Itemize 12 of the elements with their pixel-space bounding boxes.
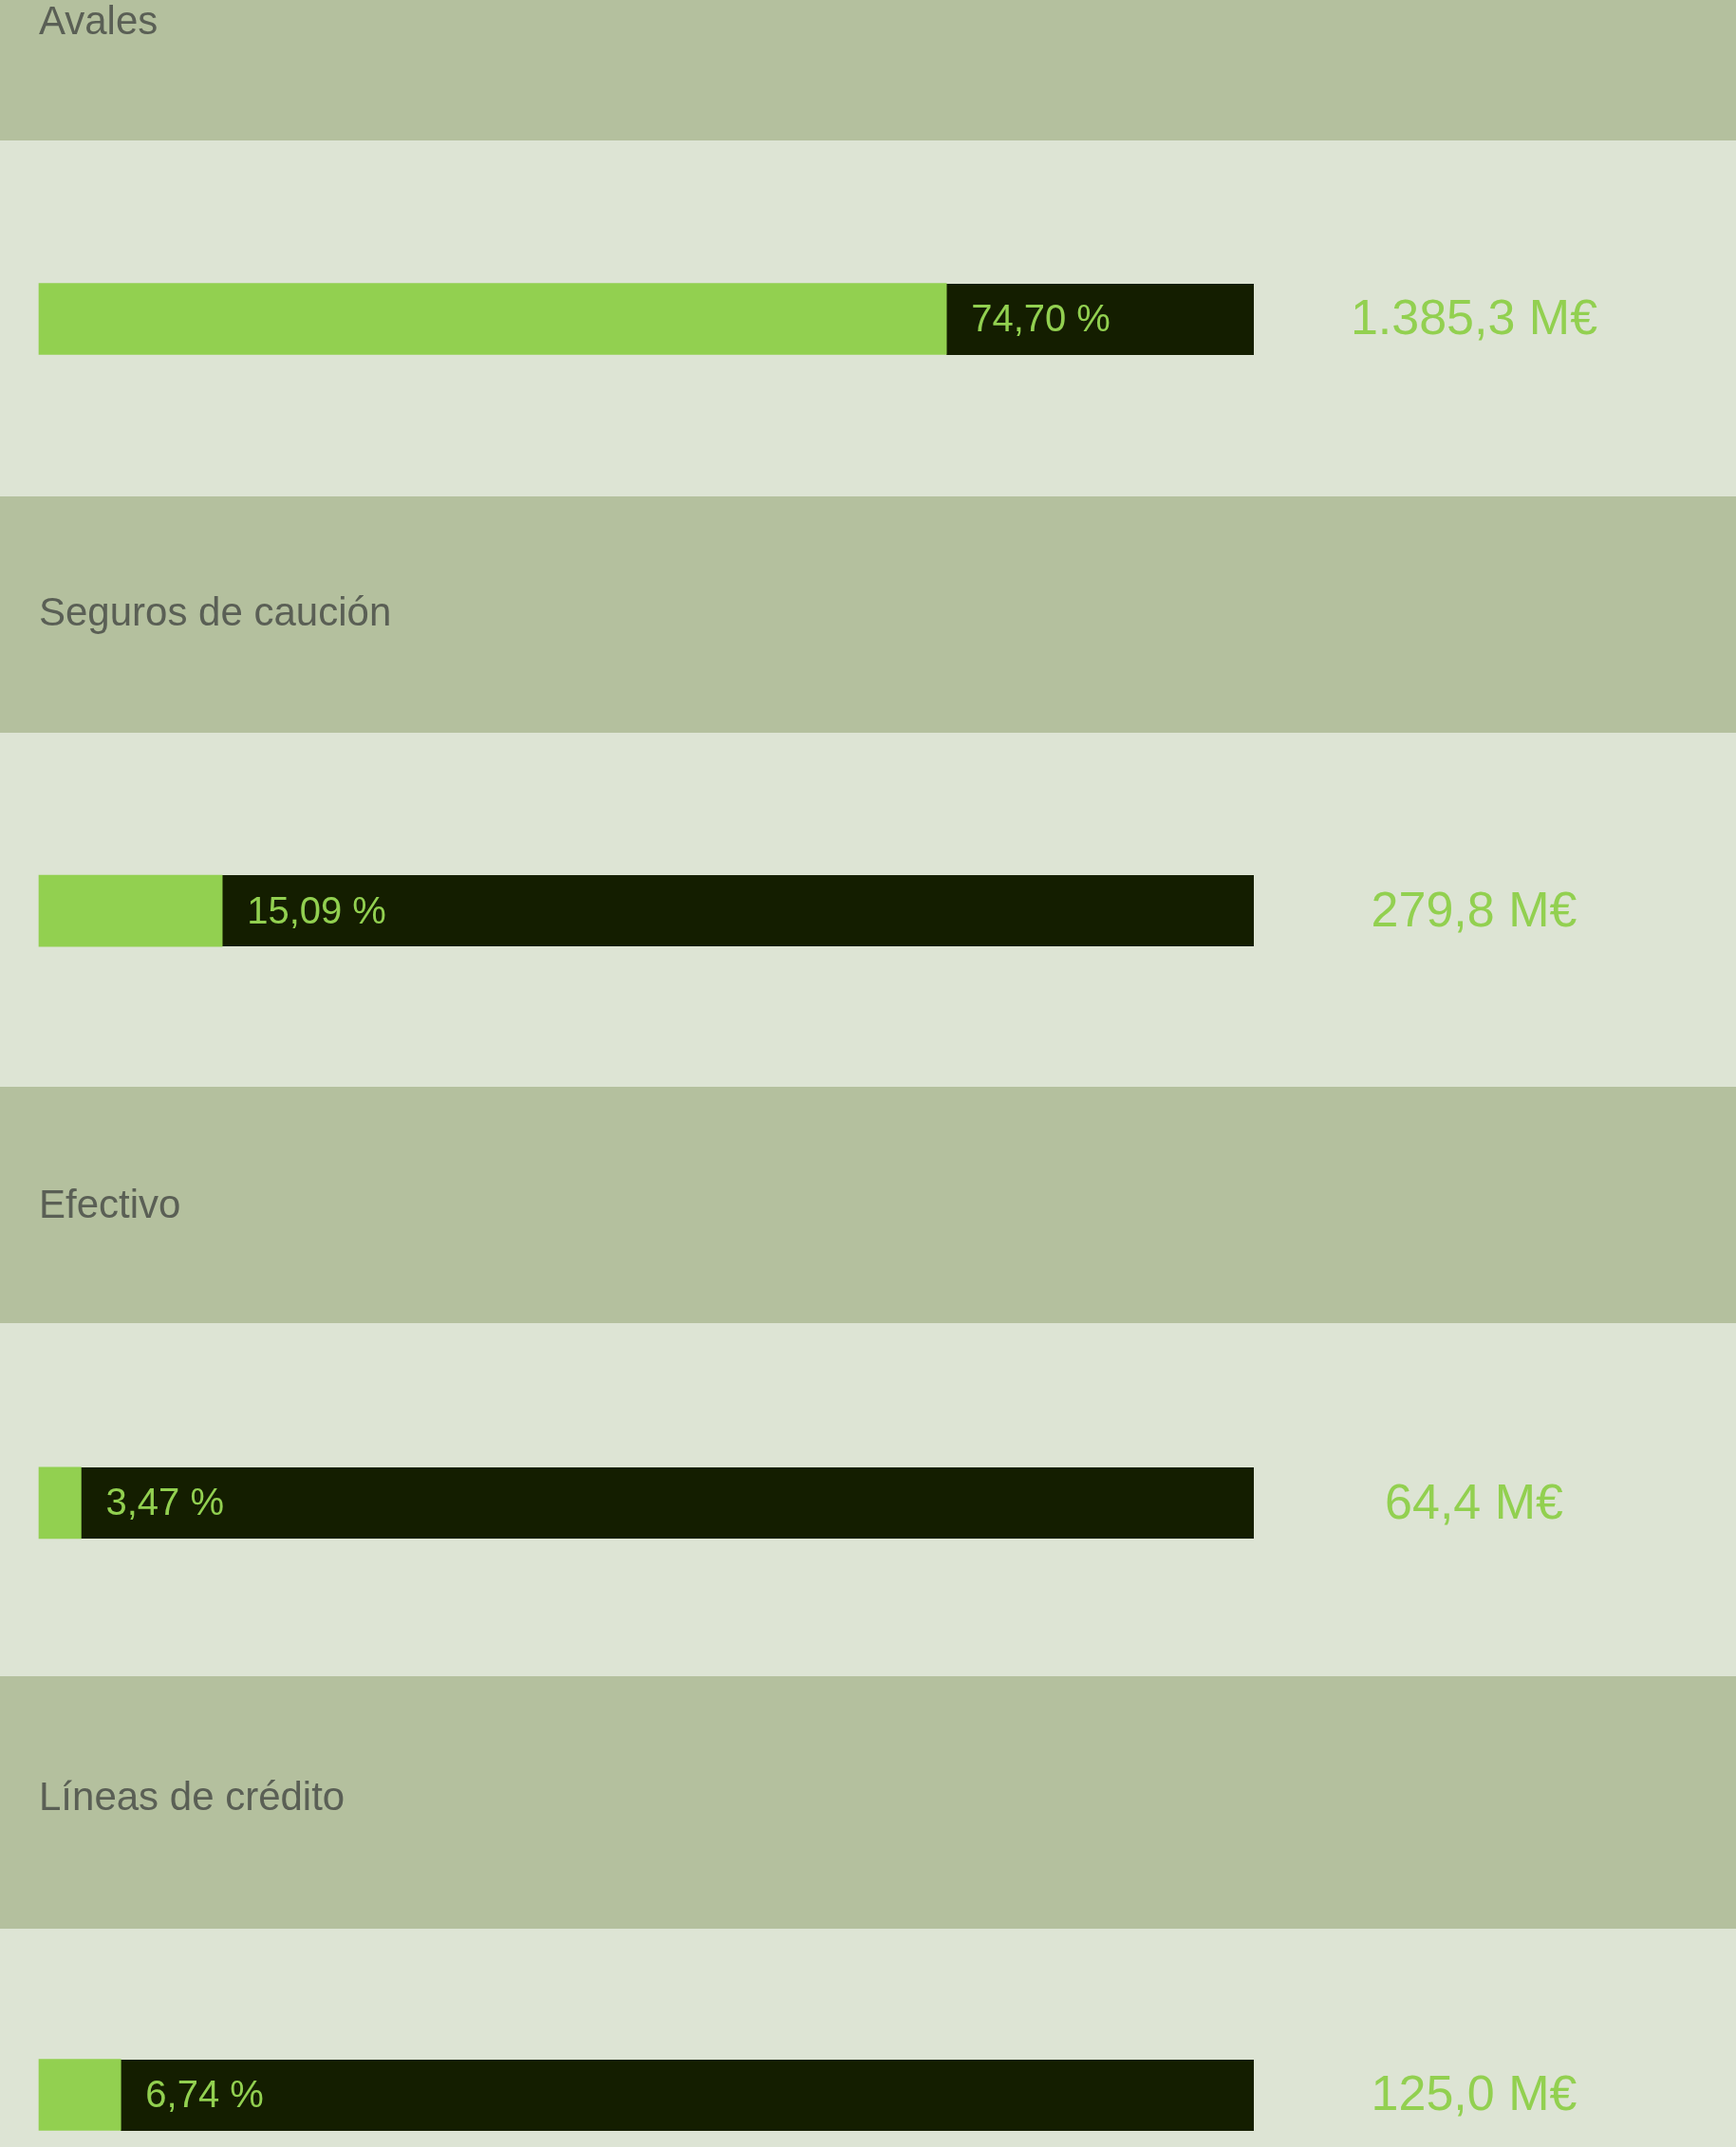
- text: 279,8 M€: [1371, 882, 1577, 938]
- y-tick-label: Avales: [39, 0, 159, 43]
- data-label: 15,09 %: [247, 888, 386, 931]
- y-tick-label: Seguros de caución: [39, 589, 392, 635]
- data-label: 6,74 %: [145, 2073, 264, 2116]
- data-label: 74,70 %: [971, 297, 1111, 340]
- text: 125,0 M€: [1371, 2065, 1577, 2121]
- y-tick-label: Efectivo: [39, 1181, 181, 1226]
- data-label: 3,47 %: [105, 1481, 224, 1523]
- y-tick-label: Líneas de crédito: [39, 1773, 345, 1819]
- text: 1.385,3 M€: [1350, 289, 1598, 345]
- text: 64,4 M€: [1385, 1473, 1564, 1529]
